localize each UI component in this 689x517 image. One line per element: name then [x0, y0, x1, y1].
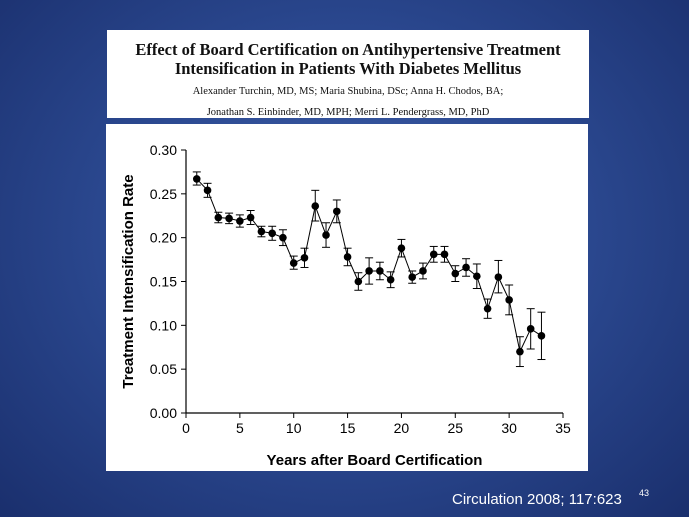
data-point: [494, 273, 503, 281]
y-tick-label: 0.00: [150, 405, 177, 421]
data-point: [268, 229, 276, 238]
paper-title-line-1: Effect of Board Certification on Antihyp…: [135, 40, 561, 59]
data-point: [279, 233, 287, 242]
data-point: [365, 267, 373, 275]
data-point: [354, 277, 363, 286]
line-chart: 0.00 0.05 0.10 0.15 0.20 0.25 0.30 0 5 10 15 20 25 30…: [120, 142, 571, 469]
data-point: [225, 214, 233, 223]
y-axis-title: Treatment Intensification Rate: [120, 174, 137, 388]
data-point: [236, 217, 244, 225]
y-tick-label: 0.15: [150, 274, 177, 290]
data-point: [386, 275, 395, 284]
slide-number: 43: [639, 488, 650, 498]
x-tick-label: 20: [394, 420, 410, 436]
x-tick-label: 0: [182, 420, 190, 436]
data-point: [343, 253, 352, 261]
data-point: [246, 213, 255, 222]
paper-title-box: Effect of Board Certification on Antihyp…: [107, 30, 589, 118]
y-tick-label: 0.10: [150, 317, 177, 333]
data-point: [440, 250, 449, 259]
data-point: [526, 325, 535, 333]
data-point: [300, 254, 309, 262]
data-point: [483, 304, 492, 313]
y-tick-label: 0.20: [150, 230, 177, 246]
x-tick-label: 5: [236, 420, 244, 436]
data-point: [408, 273, 417, 281]
authors-line-1: Alexander Turchin, MD, MS; Maria Shubina…: [192, 86, 504, 97]
data-point: [322, 231, 330, 239]
data-point: [505, 296, 513, 304]
x-axis-title: Years after Board Certification: [267, 452, 483, 469]
data-point: [419, 267, 427, 275]
data-point: [257, 227, 266, 236]
y-tick-label: 0.30: [150, 142, 177, 158]
data-point: [516, 347, 524, 356]
x-tick-label: 15: [340, 420, 356, 436]
x-tick-label: 35: [555, 420, 571, 436]
data-point: [397, 244, 406, 252]
data-point: [311, 202, 320, 210]
data-point: [451, 269, 460, 278]
y-tick-label: 0.25: [150, 186, 177, 202]
data-point: [203, 186, 212, 195]
data-point: [214, 213, 223, 222]
chart-panel: 0.00 0.05 0.10 0.15 0.20 0.25 0.30 0 5 10 15 20 25 30…: [106, 124, 588, 471]
paper-title-line-2: Intensification in Patients With Diabete…: [174, 59, 522, 78]
x-tick-label: 10: [286, 420, 302, 436]
data-point: [537, 332, 546, 340]
data-point: [473, 272, 481, 281]
citation: Circulation 2008; 117:623: [452, 491, 622, 508]
data-point: [462, 263, 470, 272]
data-point: [289, 259, 298, 267]
data-point: [192, 175, 201, 183]
data-point: [333, 207, 341, 216]
x-tick-label: 30: [501, 420, 517, 436]
authors-line-2: Jonathan S. Einbinder, MD, MPH; Merri L.…: [206, 106, 490, 118]
x-tick-label: 25: [447, 420, 463, 436]
y-tick-label: 0.05: [150, 361, 177, 377]
data-point: [429, 250, 438, 259]
data-point: [376, 267, 384, 275]
